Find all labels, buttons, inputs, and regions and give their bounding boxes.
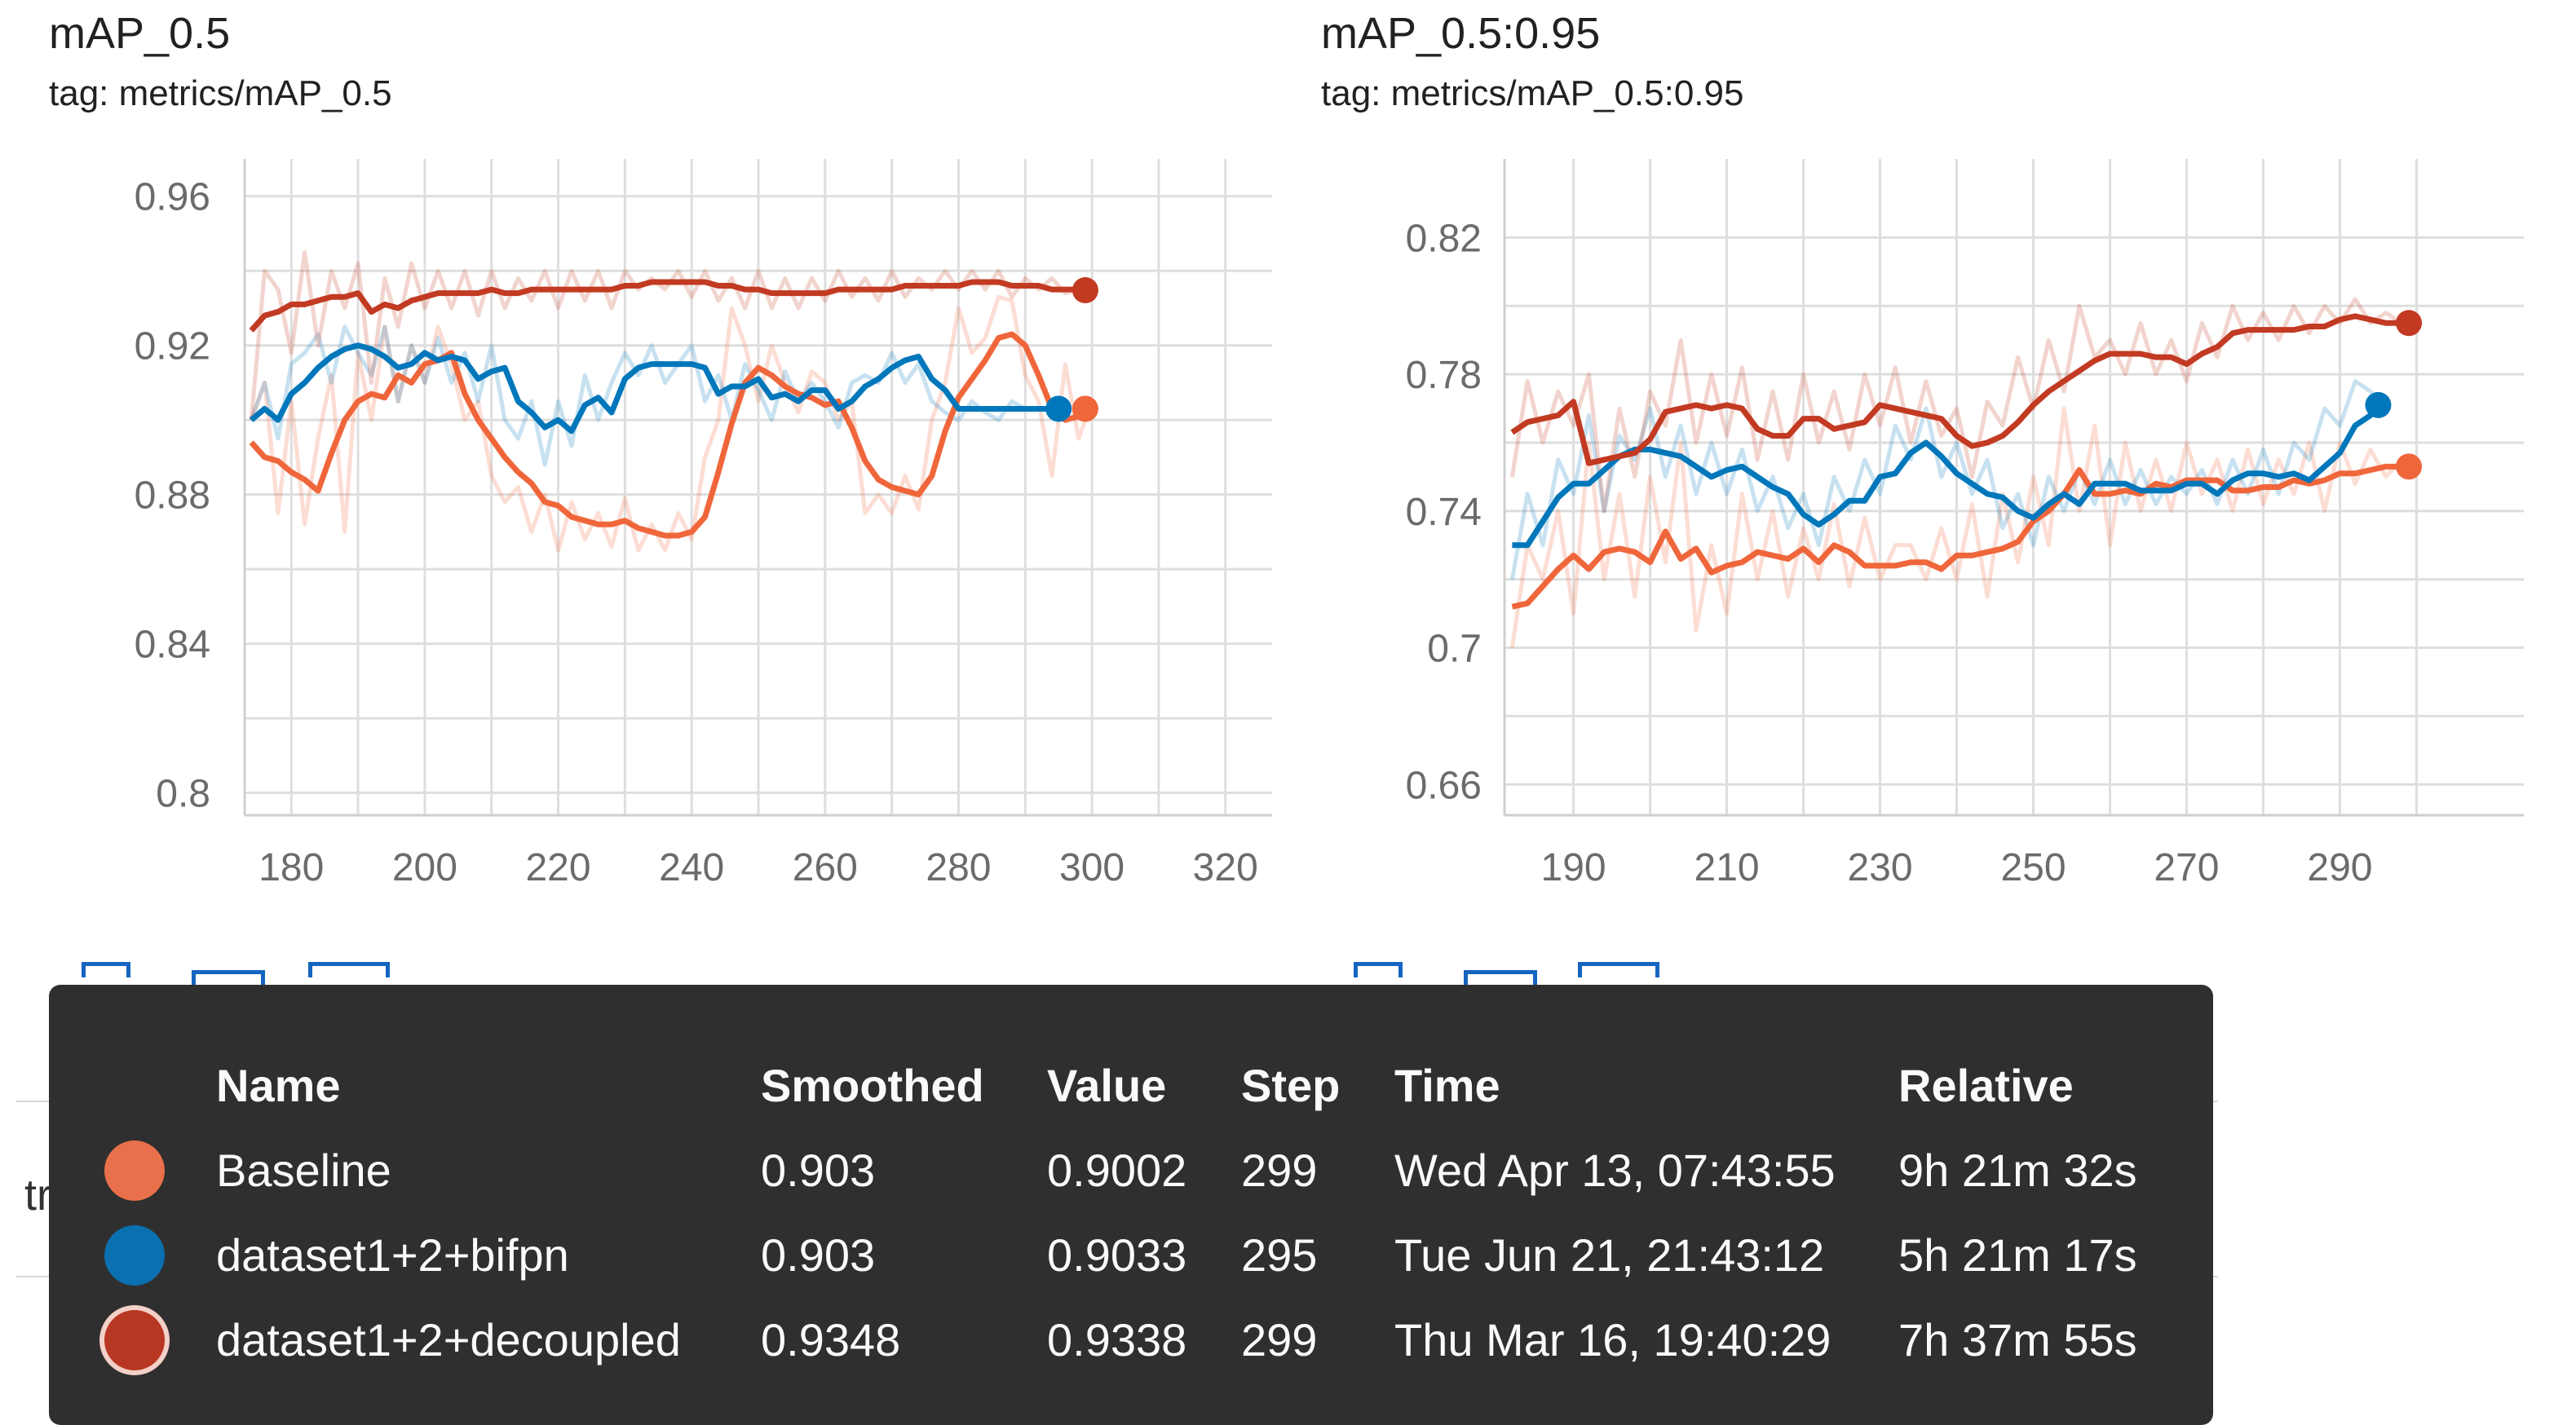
series-end-point	[2365, 391, 2392, 418]
time-value: Tue Jun 21, 21:43:12	[1394, 1229, 1825, 1281]
header-relative: Relative	[1898, 1060, 2074, 1111]
x-tick-label: 300	[1059, 846, 1125, 889]
raw-value: 0.9033	[1047, 1229, 1187, 1281]
chart-1-title: mAP_0.5	[49, 9, 231, 58]
smoothed-series-line	[1510, 313, 2410, 466]
series-end-point	[2396, 310, 2423, 337]
tooltip-header-row: Name Smoothed Value Step Time Relative	[49, 1043, 2213, 1128]
relative-value: 5h 21m 17s	[1898, 1229, 2137, 1281]
toggle-log-scale-icon-2[interactable]	[1464, 970, 1537, 986]
relative-value: 9h 21m 32s	[1898, 1145, 2137, 1196]
smoothed-value: 0.903	[761, 1229, 876, 1281]
chart-1-plot: 180 200 220 240 260 280 300 320 0.8 0.84 0.88 0.92 0…	[135, 159, 1272, 889]
chart-2-tag: tag: metrics/mAP_0.5:0.95	[1321, 73, 1744, 113]
x-tick-label: 270	[2154, 846, 2219, 889]
y-tick-label: 0.78	[1406, 354, 1482, 397]
raw-value: 0.9002	[1047, 1145, 1187, 1196]
tooltip-row-decoupled: dataset1+2+decoupled 0.9348 0.9338 299 T…	[49, 1298, 2213, 1383]
x-tick-label: 250	[2000, 846, 2066, 889]
x-tick-label: 210	[1695, 846, 1760, 889]
y-tick-label: 0.88	[135, 474, 210, 518]
x-tick-label: 200	[392, 846, 457, 889]
series-color-dot	[104, 1140, 165, 1201]
header-step: Step	[1241, 1060, 1341, 1111]
smoothed-series-line	[1512, 403, 2381, 549]
x-tick-label: 220	[525, 846, 590, 889]
y-tick-label: 0.7	[1427, 628, 1482, 671]
relative-value: 7h 37m 55s	[1898, 1314, 2137, 1365]
smoothed-series-line	[249, 279, 1086, 333]
time-value: Thu Mar 16, 19:40:29	[1394, 1314, 1831, 1365]
download-icon-2[interactable]	[1578, 962, 1659, 977]
raw-series-line	[1509, 406, 2411, 648]
time-value: Wed Apr 13, 07:43:55	[1394, 1145, 1836, 1196]
smoothed-series-line	[249, 342, 1059, 435]
series-color-dot-selected	[104, 1310, 165, 1370]
run-name: dataset1+2+bifpn	[216, 1229, 569, 1281]
x-tick-label: 240	[659, 846, 724, 889]
header-value: Value	[1047, 1060, 1167, 1111]
y-tick-label: 0.66	[1406, 764, 1482, 807]
y-tick-label: 0.74	[1406, 491, 1482, 534]
y-tick-label: 0.84	[135, 624, 210, 667]
smoothed-value: 0.9348	[761, 1314, 901, 1365]
smoothed-value: 0.903	[761, 1145, 876, 1196]
step-value: 295	[1241, 1229, 1318, 1281]
x-tick-label: 260	[793, 846, 858, 889]
y-tick-label: 0.92	[135, 325, 210, 368]
y-tick-label: 0.8	[156, 773, 210, 816]
header-name: Name	[216, 1060, 341, 1111]
smoothed-series-line	[1511, 463, 2410, 610]
chart-1-tag: tag: metrics/mAP_0.5	[49, 73, 392, 113]
header-time: Time	[1394, 1060, 1500, 1111]
x-tick-label: 320	[1193, 846, 1258, 889]
x-tick-label: 290	[2307, 846, 2372, 889]
chart-2-title: mAP_0.5:0.95	[1321, 9, 1601, 58]
series-end-point	[1045, 395, 1072, 422]
raw-value: 0.9338	[1047, 1314, 1187, 1365]
toggle-log-scale-icon[interactable]	[192, 970, 265, 986]
x-tick-label: 280	[926, 846, 991, 889]
tooltip-row-baseline: Baseline 0.903 0.9002 299 Wed Apr 13, 07…	[49, 1128, 2213, 1213]
series-end-point	[2396, 453, 2423, 480]
series-end-point	[1071, 395, 1098, 422]
run-name: Baseline	[216, 1145, 391, 1196]
fit-domain-icon[interactable]	[82, 962, 130, 977]
chart-2-plot: 190 210 230 250 270 290 0.66 0.7 0.74 0.78 0.82	[1406, 159, 2524, 889]
y-tick-label: 0.96	[135, 176, 210, 219]
header-smoothed: Smoothed	[761, 1060, 984, 1111]
smoothed-series-line	[249, 331, 1088, 539]
run-name: dataset1+2+decoupled	[216, 1314, 681, 1365]
tooltip-row-bifpn: dataset1+2+bifpn 0.903 0.9033 295 Tue Ju…	[49, 1213, 2213, 1298]
x-tick-label: 190	[1541, 846, 1606, 889]
y-tick-label: 0.82	[1406, 217, 1482, 260]
hover-tooltip: Name Smoothed Value Step Time Relative B…	[49, 985, 2213, 1425]
x-tick-label: 230	[1847, 846, 1912, 889]
fit-domain-icon-2[interactable]	[1354, 962, 1403, 977]
series-color-dot	[104, 1225, 165, 1286]
x-tick-label: 180	[258, 846, 324, 889]
step-value: 299	[1241, 1145, 1318, 1196]
charts-canvas[interactable]: 180 200 220 240 260 280 300 320 0.8 0.84 0.88 0.92 0…	[0, 0, 2576, 978]
download-icon[interactable]	[308, 962, 390, 977]
series-end-point	[1071, 277, 1098, 303]
step-value: 299	[1241, 1314, 1318, 1365]
